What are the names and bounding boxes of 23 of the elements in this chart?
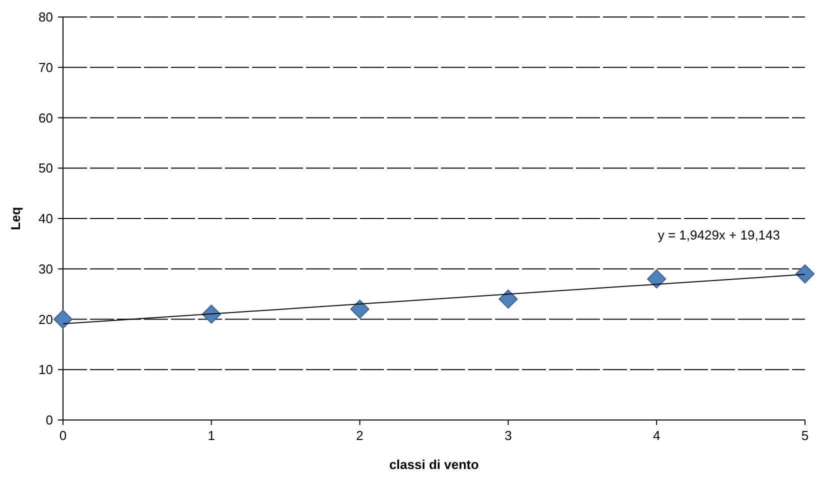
y-tick-label: 70: [38, 60, 53, 75]
y-tick-label: 40: [38, 211, 53, 226]
y-tick-label: 20: [38, 312, 53, 327]
y-tick-label: 80: [38, 10, 53, 25]
x-tick-label: 5: [801, 428, 809, 443]
y-tick-label: 30: [38, 261, 53, 276]
x-axis-title: classi di vento: [389, 457, 479, 472]
y-tick-label: 10: [38, 362, 53, 378]
x-tick-label: 0: [59, 428, 67, 443]
x-tick-label: 3: [504, 428, 512, 443]
point: [54, 310, 72, 329]
y-tick-label: 0: [46, 412, 53, 428]
y-axis-title: Leq: [8, 206, 23, 230]
point: [796, 264, 814, 284]
y-tick-label: 60: [38, 110, 53, 126]
x-tick-label: 2: [356, 428, 364, 443]
x-tick-label: 4: [652, 428, 660, 443]
point: [498, 290, 518, 309]
annotation: y = 1,9429x + 19,143: [658, 227, 780, 242]
point: [647, 269, 666, 288]
point: [350, 300, 370, 319]
x-tick-label: 1: [208, 428, 216, 443]
y-tick-label: 50: [38, 160, 53, 176]
